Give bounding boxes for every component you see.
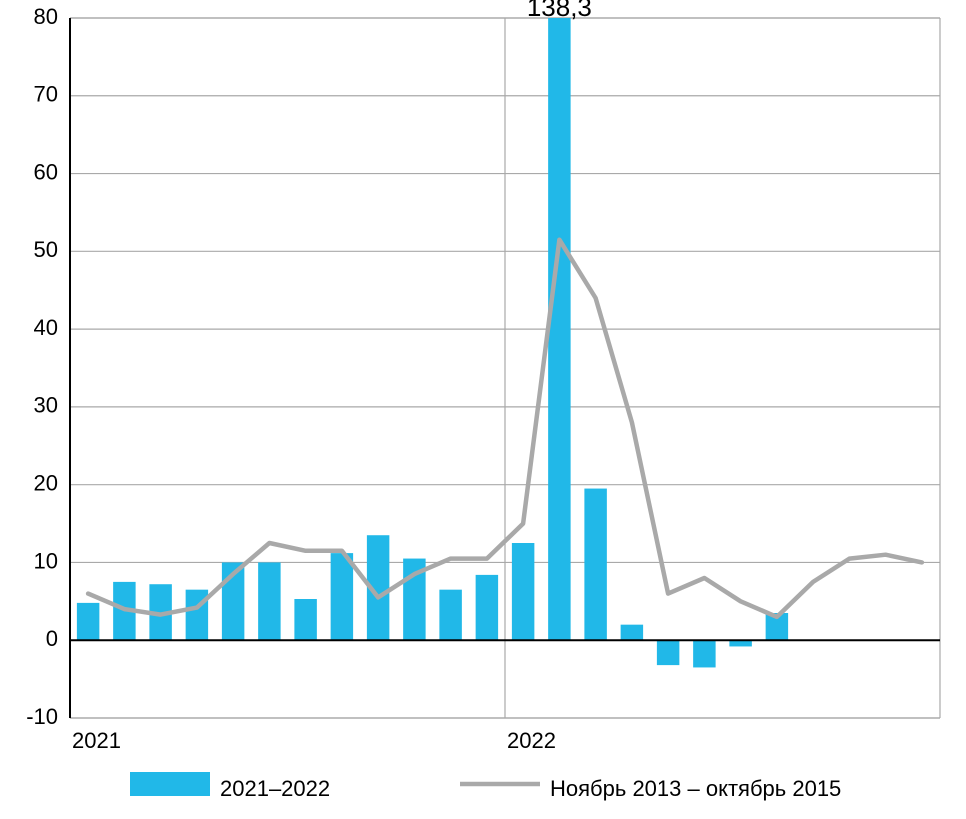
legend-label: Ноябрь 2013 – октябрь 2015 bbox=[550, 776, 841, 801]
bar bbox=[476, 575, 498, 640]
chart-background bbox=[0, 0, 966, 819]
bar bbox=[294, 599, 316, 640]
y-tick-label: 80 bbox=[34, 4, 58, 29]
x-axis-label: 2022 bbox=[507, 728, 556, 753]
y-tick-label: 10 bbox=[34, 548, 58, 573]
bar bbox=[258, 562, 280, 640]
y-tick-label: 30 bbox=[34, 393, 58, 418]
bar bbox=[621, 625, 643, 641]
y-tick-label: 0 bbox=[46, 626, 58, 651]
bar bbox=[331, 553, 353, 640]
legend-label: 2021–2022 bbox=[220, 776, 330, 801]
bar-value-label: 138,3 bbox=[527, 0, 592, 22]
chart-container: -10 0 10 20 30 40 50 60 70 80 2021 2022 138,3 2021–20… bbox=[0, 0, 966, 819]
y-tick-label: 50 bbox=[34, 237, 58, 262]
bar bbox=[548, 0, 570, 640]
bar bbox=[77, 603, 99, 640]
bar bbox=[657, 640, 679, 665]
bar bbox=[693, 640, 715, 667]
y-tick-label: 40 bbox=[34, 315, 58, 340]
bar bbox=[439, 590, 461, 641]
bar bbox=[584, 489, 606, 641]
legend-swatch bbox=[130, 772, 210, 796]
y-tick-label: 20 bbox=[34, 470, 58, 495]
y-tick-label: 70 bbox=[34, 82, 58, 107]
chart-svg: -10 0 10 20 30 40 50 60 70 80 2021 2022 138,3 2021–20… bbox=[0, 0, 966, 819]
bar bbox=[186, 590, 208, 641]
x-axis-label: 2021 bbox=[72, 728, 121, 753]
bar bbox=[512, 543, 534, 640]
y-tick-label: 60 bbox=[34, 159, 58, 184]
y-tick-label: -10 bbox=[26, 704, 58, 729]
